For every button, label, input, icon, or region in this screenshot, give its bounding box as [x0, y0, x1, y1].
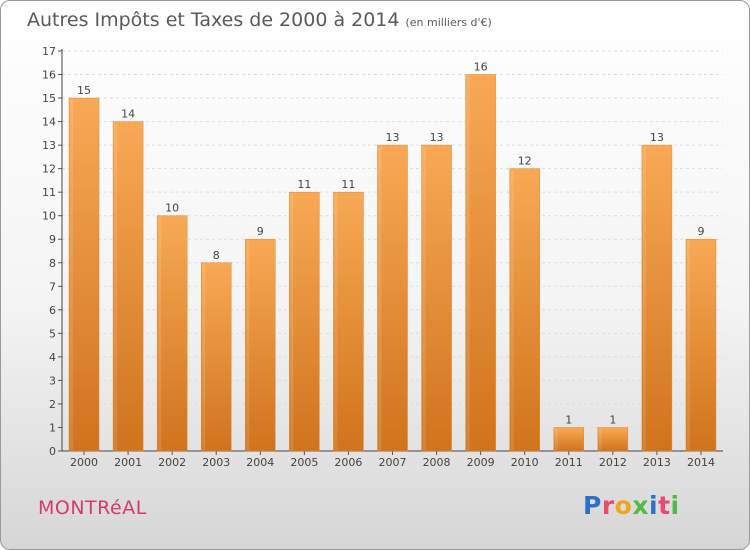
bar-value-label: 9 [257, 225, 264, 238]
bar-highlight [246, 240, 250, 450]
bar [421, 144, 452, 452]
bar-highlight [598, 428, 602, 450]
logo-letter: o [614, 491, 633, 520]
x-tick-label: 2006 [334, 456, 362, 469]
logo-letter: i [649, 491, 659, 520]
bar-highlight [378, 146, 382, 450]
bar [245, 238, 276, 452]
bar [553, 427, 585, 452]
x-tick-label: 2001 [114, 456, 142, 469]
y-tick-label: 12 [42, 163, 56, 176]
x-tick-label: 2007 [379, 456, 407, 469]
y-tick-label: 17 [42, 45, 56, 58]
bar-highlight [642, 146, 646, 450]
bar-value-label: 14 [121, 108, 135, 121]
y-tick-label: 7 [49, 280, 56, 293]
chart-title-text: Autres Impôts et Taxes de 2000 à 2014 [27, 9, 400, 31]
bars [68, 74, 717, 452]
y-tick-label: 13 [42, 139, 56, 152]
bar-value-label: 13 [650, 131, 664, 144]
bar [333, 191, 364, 452]
proxiti-logo[interactable]: Proxiti [583, 491, 680, 520]
logo-letter: i [670, 491, 680, 520]
bar-value-label: 9 [697, 225, 704, 238]
y-tick-label: 16 [42, 69, 56, 82]
bar-highlight [466, 75, 470, 450]
x-tick-label: 2005 [290, 456, 318, 469]
bar-value-label: 11 [341, 178, 355, 191]
x-tick-label: 2008 [423, 456, 451, 469]
bar-highlight [70, 99, 74, 450]
bar [465, 74, 496, 452]
chart-title: Autres Impôts et Taxes de 2000 à 2014 (en… [27, 9, 492, 31]
y-tick-label: 15 [42, 92, 56, 105]
bar-value-label: 13 [386, 131, 400, 144]
logo-letter: x [632, 491, 649, 520]
logo-letter: P [583, 491, 602, 520]
bar-value-label: 13 [430, 131, 444, 144]
y-tick-label: 10 [42, 210, 56, 223]
bar-value-label: 1 [565, 413, 572, 426]
bar-highlight [686, 240, 690, 450]
bar-value-label: 10 [165, 202, 179, 215]
bar [200, 262, 232, 452]
bar [112, 121, 144, 452]
bar-highlight [554, 428, 558, 450]
x-tick-label: 2000 [70, 456, 98, 469]
y-tick-label: 6 [49, 304, 56, 317]
location-name: MONTRéAL [38, 497, 147, 519]
y-tick-label: 4 [49, 351, 56, 364]
bar-value-label: 1 [609, 413, 616, 426]
y-tick-label: 2 [49, 398, 56, 411]
bar-value-label: 16 [474, 61, 488, 74]
y-tick-label: 8 [49, 257, 56, 270]
bar-highlight [202, 263, 206, 450]
x-tick-label: 2012 [599, 456, 627, 469]
bar [641, 144, 673, 452]
bar-value-label: 12 [518, 155, 532, 168]
bar-highlight [114, 122, 118, 451]
bar-highlight [422, 146, 426, 450]
bar-highlight [158, 216, 162, 450]
bar [156, 215, 188, 452]
bar [685, 238, 717, 452]
x-tick-label: 2014 [687, 456, 715, 469]
bar [509, 168, 540, 452]
bar [597, 427, 629, 452]
y-tick-label: 0 [49, 445, 56, 458]
y-tick-label: 11 [42, 186, 56, 199]
labels: 0123456789101112131415161715200014200110… [42, 45, 715, 469]
bar [289, 191, 320, 452]
y-tick-label: 3 [49, 374, 56, 387]
x-tick-label: 2010 [511, 456, 539, 469]
chart-title-unit: (en milliers d'€) [405, 16, 492, 29]
bar-highlight [290, 193, 294, 451]
bar-value-label: 8 [213, 249, 220, 262]
y-tick-label: 14 [42, 116, 56, 129]
bar [377, 144, 408, 452]
y-tick-label: 9 [49, 233, 56, 246]
x-tick-label: 2002 [158, 456, 186, 469]
bar-value-label: 11 [297, 178, 311, 191]
logo-letter: t [658, 491, 671, 520]
bar-highlight [334, 193, 338, 451]
bar-value-label: 15 [77, 84, 91, 97]
x-tick-label: 2003 [202, 456, 230, 469]
logo-letter: r [601, 491, 615, 520]
y-tick-label: 5 [49, 327, 56, 340]
x-tick-label: 2013 [643, 456, 671, 469]
x-tick-label: 2009 [467, 456, 495, 469]
y-tick-label: 1 [49, 421, 56, 434]
bar [68, 97, 100, 452]
x-tick-label: 2004 [246, 456, 274, 469]
x-tick-label: 2011 [555, 456, 583, 469]
bar-highlight [510, 169, 514, 450]
